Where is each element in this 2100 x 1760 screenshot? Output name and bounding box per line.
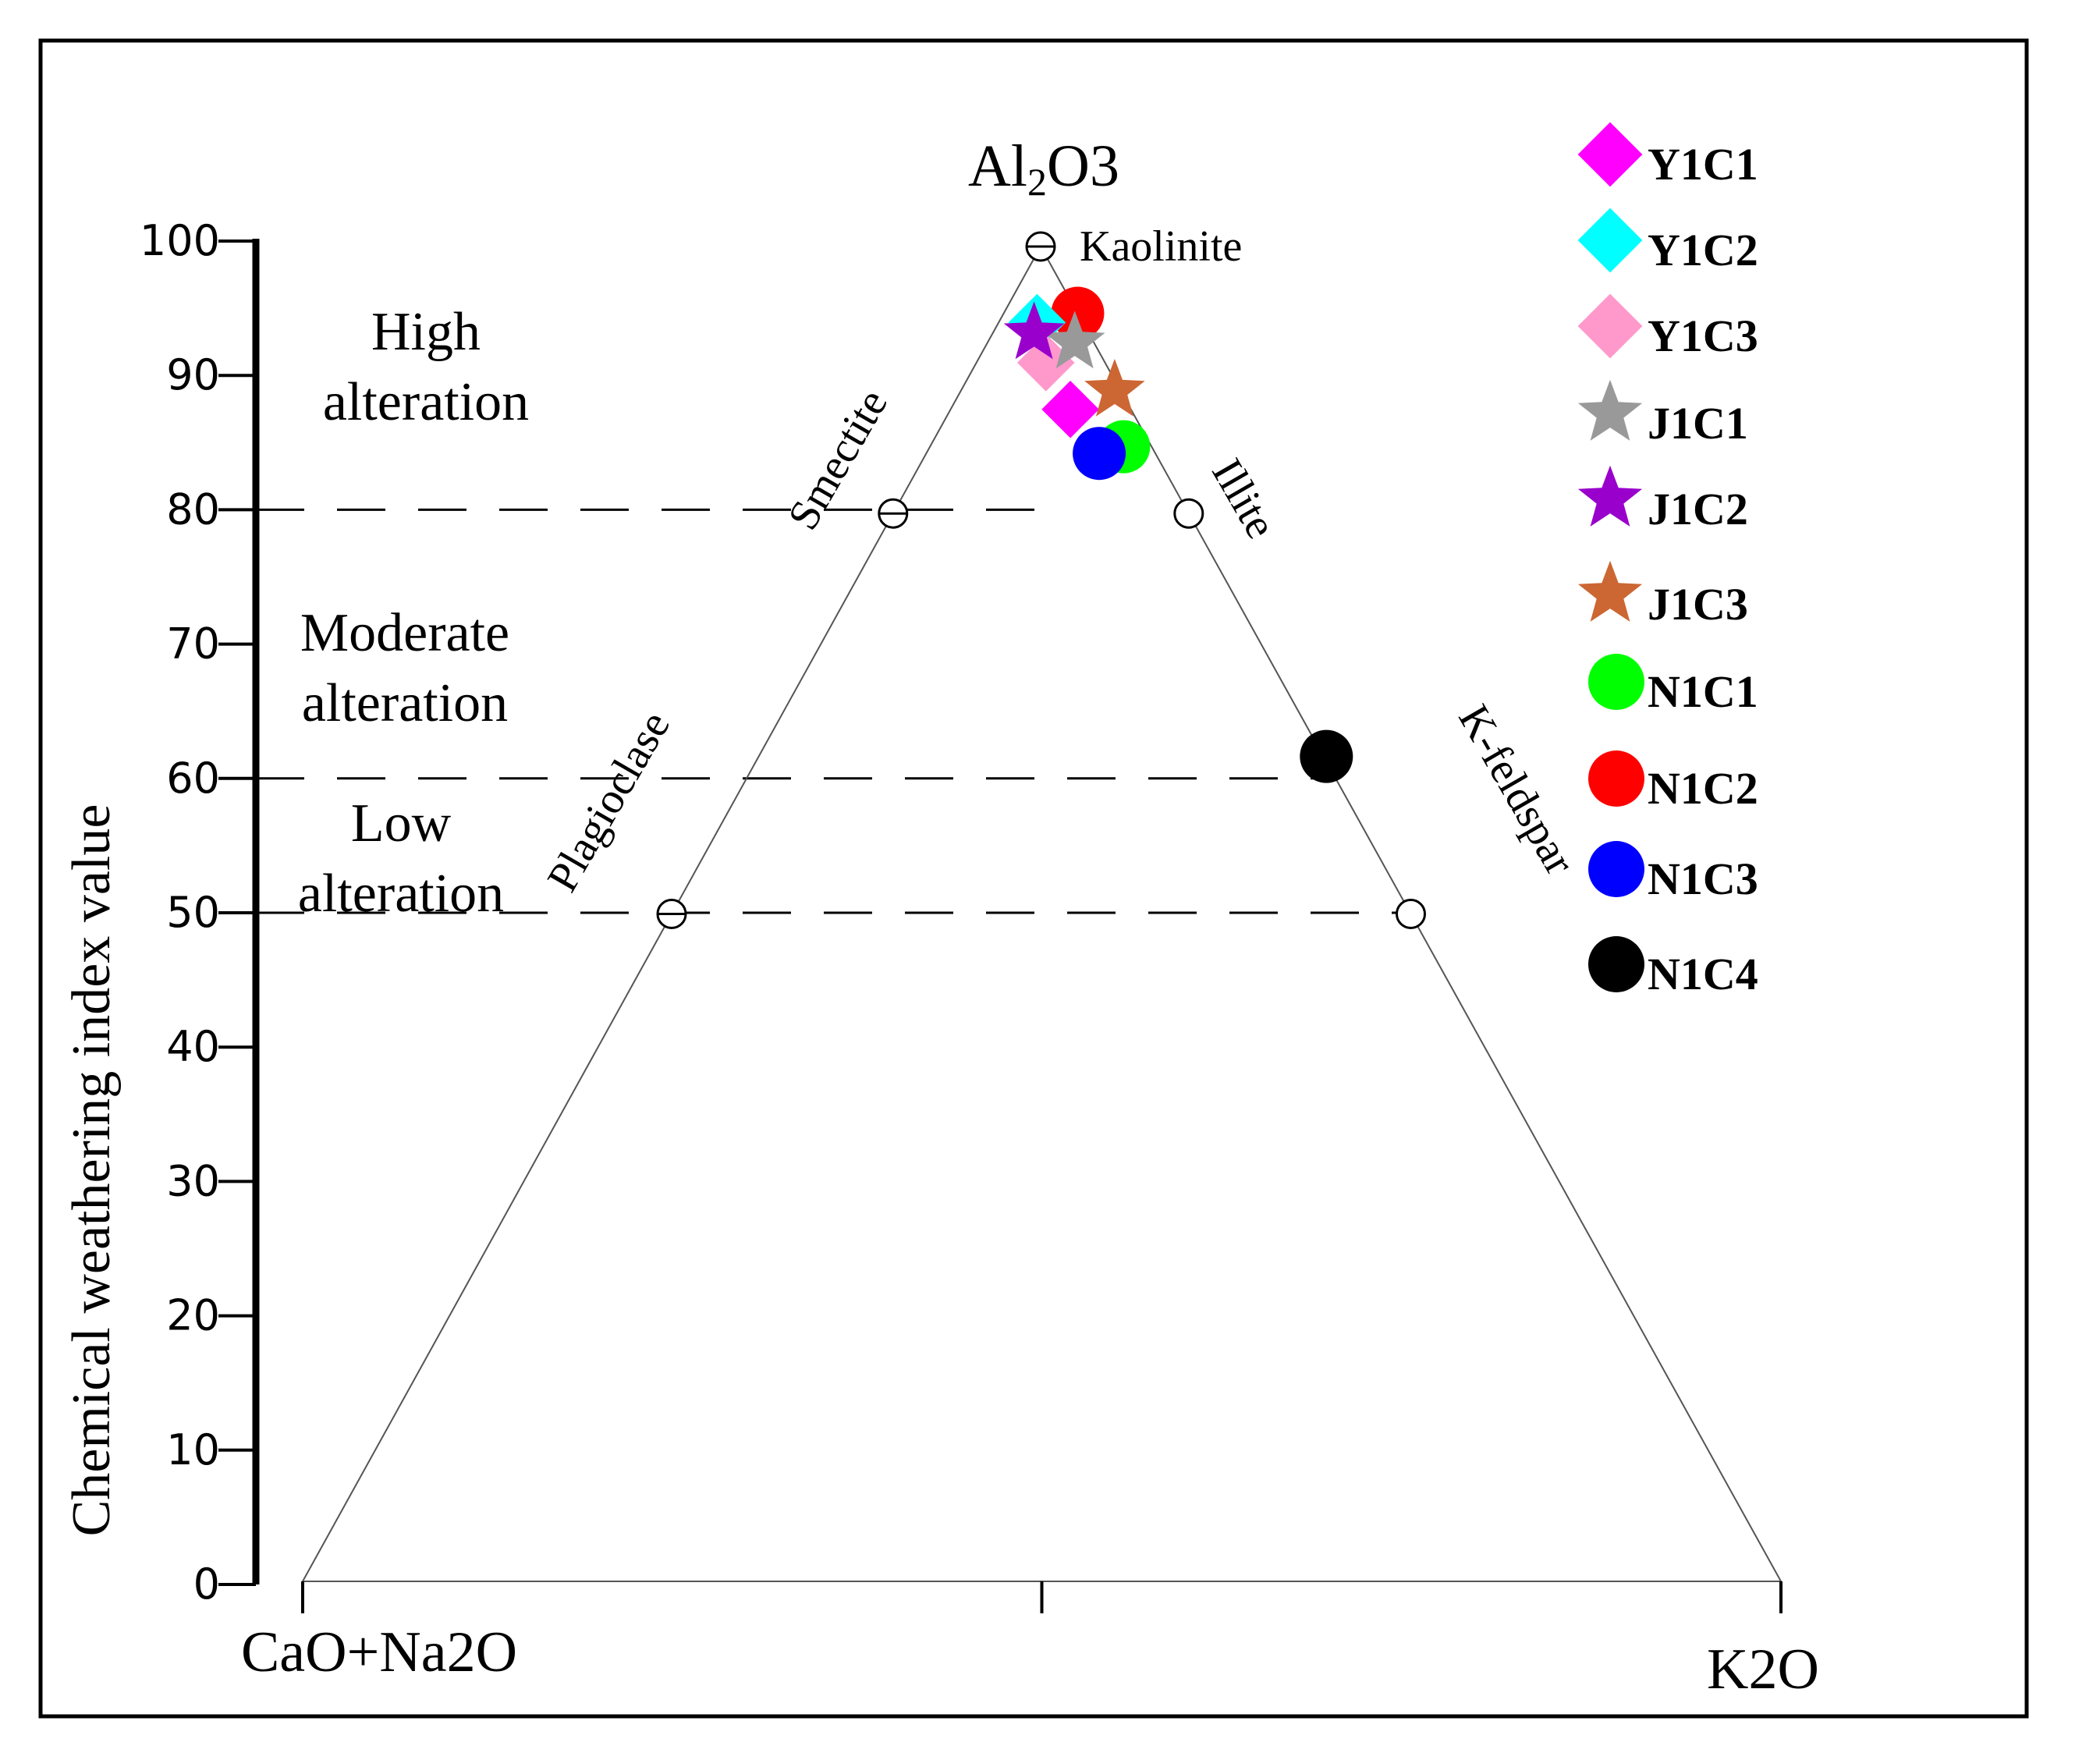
left-sub: 2 [447, 1620, 476, 1684]
mineral-label-kaolinite: Kaolinite [1080, 222, 1242, 271]
sample-point-y1c1 [1041, 380, 1099, 438]
y-tick-label-30: 30 [166, 1156, 220, 1205]
y-tick-label-20: 20 [166, 1291, 220, 1340]
apex-label-k2o: K2O [1707, 1638, 1819, 1701]
sample-points [1003, 286, 1353, 783]
apex-label-cao-na2o: CaO+Na2O [241, 1620, 517, 1684]
y-tick-label-10: 10 [166, 1425, 220, 1474]
legend-marker-n1c3 [1588, 841, 1644, 897]
base-ticks [301, 1581, 1783, 1613]
zone-low-line1: Low [351, 793, 452, 853]
legend-marker-y1c2 [1577, 208, 1643, 273]
y-tick-label-70: 70 [166, 619, 220, 669]
legend: Y1C1 Y1C2 Y1C3 J1C1 J1C2 J1C3 N1C1 N1C2 N1C3 N1C4 [1577, 122, 1758, 999]
apex-al: Al [968, 133, 1027, 199]
sample-point-n1c3 [1073, 427, 1126, 481]
sample-point-n1c4 [1300, 729, 1353, 783]
legend-marker-j1c2 [1577, 465, 1643, 527]
mineral-label-illite: Illite [1202, 451, 1286, 547]
y-tick-label-60: 60 [166, 754, 220, 803]
legend-label-j1c3: J1C3 [1648, 579, 1748, 630]
apex-label-al2o3: Al2O3 [968, 133, 1119, 204]
zone-high-line2: alteration [323, 372, 529, 432]
legend-marker-j1c3 [1577, 560, 1643, 622]
legend-marker-j1c1 [1577, 379, 1643, 441]
y-tick-label-100: 100 [140, 216, 220, 265]
sample-point-j1c3 [1084, 359, 1145, 417]
legend-marker-n1c1 [1588, 654, 1644, 710]
sample-point-j1c1 [1044, 310, 1105, 369]
mineral-point-illite [1173, 498, 1204, 529]
legend-marker-n1c4 [1588, 936, 1644, 992]
y-axis-label: Chemical weathering index value [62, 804, 122, 1537]
y-tick-label-90: 90 [166, 350, 220, 399]
y-tick-label-50: 50 [166, 888, 220, 937]
right-suffix: O [1778, 1638, 1819, 1701]
zone-moderate-line1: Moderate [300, 603, 509, 663]
zone-moderate-line2: alteration [302, 673, 508, 733]
zone-moderate: Moderate alteration [300, 603, 509, 733]
legend-label-n1c3: N1C3 [1648, 853, 1758, 904]
legend-label-n1c2: N1C2 [1648, 763, 1758, 814]
legend-label-n1c1: N1C1 [1648, 666, 1758, 717]
right-sub: 2 [1749, 1638, 1778, 1701]
sample-point-n1c2 [1051, 286, 1105, 340]
legend-label-y1c3: Y1C3 [1648, 310, 1758, 361]
y-tick-label-80: 80 [166, 484, 220, 534]
y-tick-label-40: 40 [166, 1022, 220, 1071]
left-prefix: CaO+Na [241, 1620, 447, 1684]
zone-low-line2: alteration [298, 864, 504, 924]
chart-frame [38, 38, 2029, 1719]
apex-o: O [1047, 133, 1090, 199]
right-prefix: K [1707, 1638, 1748, 1701]
zone-high: High alteration [323, 302, 529, 432]
y-axis: 0 10 20 30 40 50 60 70 80 90 100 [140, 216, 260, 1609]
mineral-label-k-feldspar: K-feldspar [1449, 697, 1584, 883]
legend-label-n1c4: N1C4 [1648, 949, 1758, 999]
legend-marker-y1c1 [1577, 122, 1643, 187]
legend-label-y1c1: Y1C1 [1648, 139, 1758, 190]
apex-o-sub: 3 [1090, 133, 1119, 199]
sample-point-j1c2 [1003, 301, 1065, 360]
zone-low: Low alteration [298, 793, 504, 924]
legend-marker-n1c2 [1588, 750, 1644, 807]
zone-high-line1: High [371, 302, 481, 362]
legend-label-y1c2: Y1C2 [1648, 225, 1758, 275]
y-tick-label-0: 0 [193, 1560, 220, 1609]
legend-marker-y1c3 [1577, 293, 1643, 359]
left-suffix: O [476, 1620, 517, 1684]
mineral-point-k-feldspar [1396, 899, 1426, 929]
legend-label-j1c2: J1C2 [1648, 484, 1748, 534]
apex-al-sub: 2 [1027, 160, 1047, 204]
mineral-label-plagioclase: Plagioclase [538, 704, 679, 900]
legend-label-j1c1: J1C1 [1648, 398, 1748, 449]
